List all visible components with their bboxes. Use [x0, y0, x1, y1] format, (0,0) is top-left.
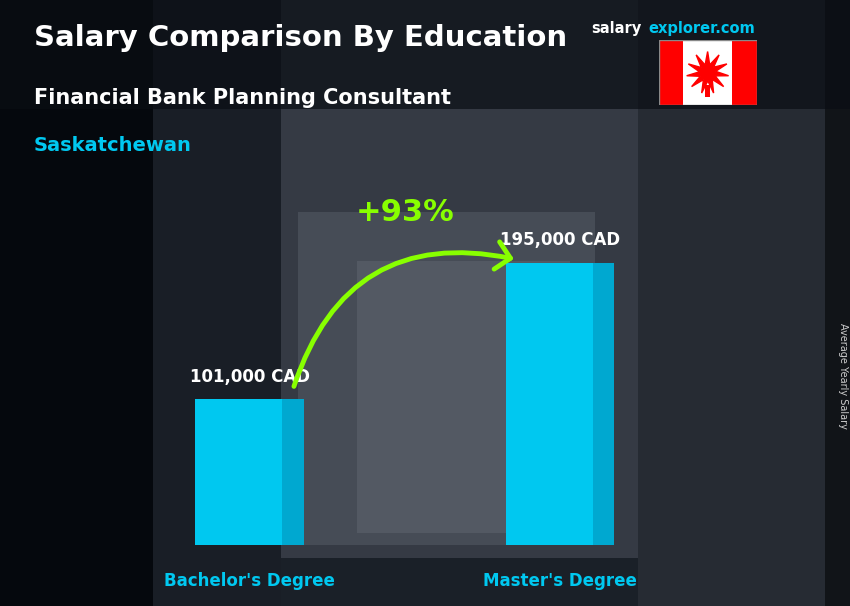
- Polygon shape: [592, 263, 615, 545]
- Text: +93%: +93%: [355, 198, 454, 227]
- Bar: [659, 40, 683, 105]
- Text: 101,000 CAD: 101,000 CAD: [190, 368, 309, 385]
- Bar: [506, 263, 592, 545]
- Text: Financial Bank Planning Consultant: Financial Bank Planning Consultant: [34, 88, 451, 108]
- Bar: [196, 399, 282, 545]
- Text: Salary Comparison By Education: Salary Comparison By Education: [34, 24, 567, 52]
- Polygon shape: [687, 52, 728, 93]
- Text: explorer.com: explorer.com: [649, 21, 756, 36]
- Text: Master's Degree: Master's Degree: [483, 572, 637, 590]
- FancyArrowPatch shape: [294, 242, 511, 387]
- Bar: [732, 40, 756, 105]
- Polygon shape: [282, 399, 304, 545]
- Bar: [706, 85, 710, 97]
- Text: Bachelor's Degree: Bachelor's Degree: [164, 572, 335, 590]
- Text: salary: salary: [591, 21, 641, 36]
- Text: 195,000 CAD: 195,000 CAD: [500, 231, 620, 250]
- Text: Average Yearly Salary: Average Yearly Salary: [838, 323, 848, 428]
- Text: Saskatchewan: Saskatchewan: [34, 136, 192, 155]
